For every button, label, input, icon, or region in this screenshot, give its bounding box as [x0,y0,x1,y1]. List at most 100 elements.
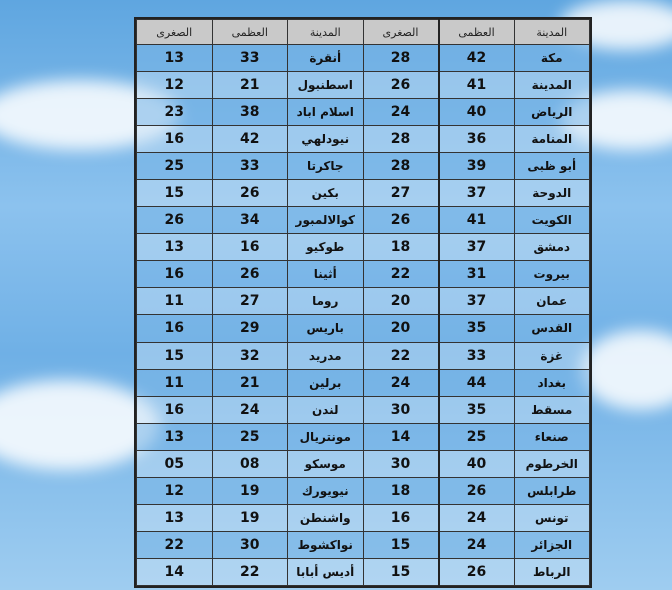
city-cell: طرابلس [513,476,590,505]
max-temp-cell: 42 [211,125,288,154]
city-cell: روما [287,287,364,316]
city-cell: أنقرة [287,43,364,73]
city-cell: مدريد [287,341,364,370]
max-temp-cell: 33 [438,341,515,370]
city-cell: نواكشوط [287,530,364,559]
min-temp-cell: 23 [136,98,213,127]
min-temp-cell: 16 [362,503,440,532]
max-temp-cell: 30 [211,530,288,559]
city-cell: الرباط [513,557,590,587]
city-cell: الخرطوم [513,449,590,478]
city-cell: نيويورك [287,476,364,505]
min-temp-cell: 26 [362,206,440,235]
table-row: الدوحة 37 27 بكين 26 15 [136,179,590,208]
table-row: القدس 35 20 باريس 29 16 [136,314,590,343]
city-cell: لندن [287,395,364,424]
header-city: المدينة [513,19,590,45]
header-min: الصغرى [362,19,440,45]
table-row: عمان 37 20 روما 27 11 [136,287,590,316]
max-temp-cell: 36 [438,125,515,154]
max-temp-cell: 24 [438,530,515,559]
max-temp-cell: 32 [211,341,288,370]
city-cell: أبو ظبى [513,152,590,181]
city-cell: مسقط [513,395,590,424]
city-cell: غزة [513,341,590,370]
city-cell: اسطنبول [287,71,364,100]
max-temp-cell: 35 [438,314,515,343]
max-temp-cell: 41 [438,206,515,235]
header-row: المدينة العظمى الصغرى المدينة العظمى الص… [136,19,590,45]
table-row: الجزائر 24 15 نواكشوط 30 22 [136,530,590,559]
city-cell: أثينا [287,260,364,289]
max-temp-cell: 26 [211,260,288,289]
max-temp-cell: 29 [211,314,288,343]
city-cell: بيروت [513,260,590,289]
min-temp-cell: 13 [136,43,213,73]
city-cell: صنعاء [513,422,590,451]
min-temp-cell: 22 [362,260,440,289]
max-temp-cell: 33 [211,43,288,73]
city-cell: طوكيو [287,233,364,262]
max-temp-cell: 26 [438,476,515,505]
min-temp-cell: 22 [362,341,440,370]
table-row: مسقط 35 30 لندن 24 16 [136,395,590,424]
table-row: طرابلس 26 18 نيويورك 19 12 [136,476,590,505]
min-temp-cell: 26 [136,206,213,235]
min-temp-cell: 15 [362,530,440,559]
min-temp-cell: 13 [136,233,213,262]
min-temp-cell: 26 [362,71,440,100]
table-row: المنامة 36 28 نيودلهي 42 16 [136,125,590,154]
min-temp-cell: 16 [136,260,213,289]
max-temp-cell: 21 [211,71,288,100]
table-row: الكويت 41 26 كوالالمبور 34 26 [136,206,590,235]
city-cell: اسلام اباد [287,98,364,127]
city-cell: واشنطن [287,503,364,532]
table-row: الرباط 26 15 أديس أبابا 22 14 [136,557,590,587]
max-temp-cell: 33 [211,152,288,181]
city-cell: بكين [287,179,364,208]
city-cell: الجزائر [513,530,590,559]
min-temp-cell: 20 [362,314,440,343]
min-temp-cell: 30 [362,395,440,424]
city-cell: موسكو [287,449,364,478]
min-temp-cell: 13 [136,503,213,532]
max-temp-cell: 24 [211,395,288,424]
min-temp-cell: 28 [362,43,440,73]
max-temp-cell: 37 [438,287,515,316]
min-temp-cell: 15 [136,179,213,208]
min-temp-cell: 13 [136,422,213,451]
city-cell: الكويت [513,206,590,235]
min-temp-cell: 25 [136,152,213,181]
max-temp-cell: 38 [211,98,288,127]
table-row: الخرطوم 40 30 موسكو 08 05 [136,449,590,478]
min-temp-cell: 16 [136,395,213,424]
max-temp-cell: 34 [211,206,288,235]
min-temp-cell: 30 [362,449,440,478]
min-temp-cell: 05 [136,449,213,478]
min-temp-cell: 11 [136,287,213,316]
city-cell: جاكرتا [287,152,364,181]
max-temp-cell: 26 [211,179,288,208]
header-min: الصغرى [136,19,213,45]
min-temp-cell: 15 [362,557,440,587]
table-row: أبو ظبى 39 28 جاكرتا 33 25 [136,152,590,181]
min-temp-cell: 18 [362,233,440,262]
max-temp-cell: 25 [211,422,288,451]
max-temp-cell: 19 [211,503,288,532]
header-max: العظمى [438,19,515,45]
city-cell: الدوحة [513,179,590,208]
min-temp-cell: 14 [362,422,440,451]
table-row: بغداد 44 24 برلين 21 11 [136,368,590,397]
weather-table: المدينة العظمى الصغرى المدينة العظمى الص… [134,17,592,588]
min-temp-cell: 24 [362,98,440,127]
max-temp-cell: 31 [438,260,515,289]
max-temp-cell: 19 [211,476,288,505]
max-temp-cell: 41 [438,71,515,100]
min-temp-cell: 28 [362,152,440,181]
header-city: المدينة [287,19,364,45]
min-temp-cell: 16 [136,125,213,154]
city-cell: أديس أبابا [287,557,364,587]
max-temp-cell: 37 [438,179,515,208]
max-temp-cell: 16 [211,233,288,262]
cloud [580,330,672,410]
